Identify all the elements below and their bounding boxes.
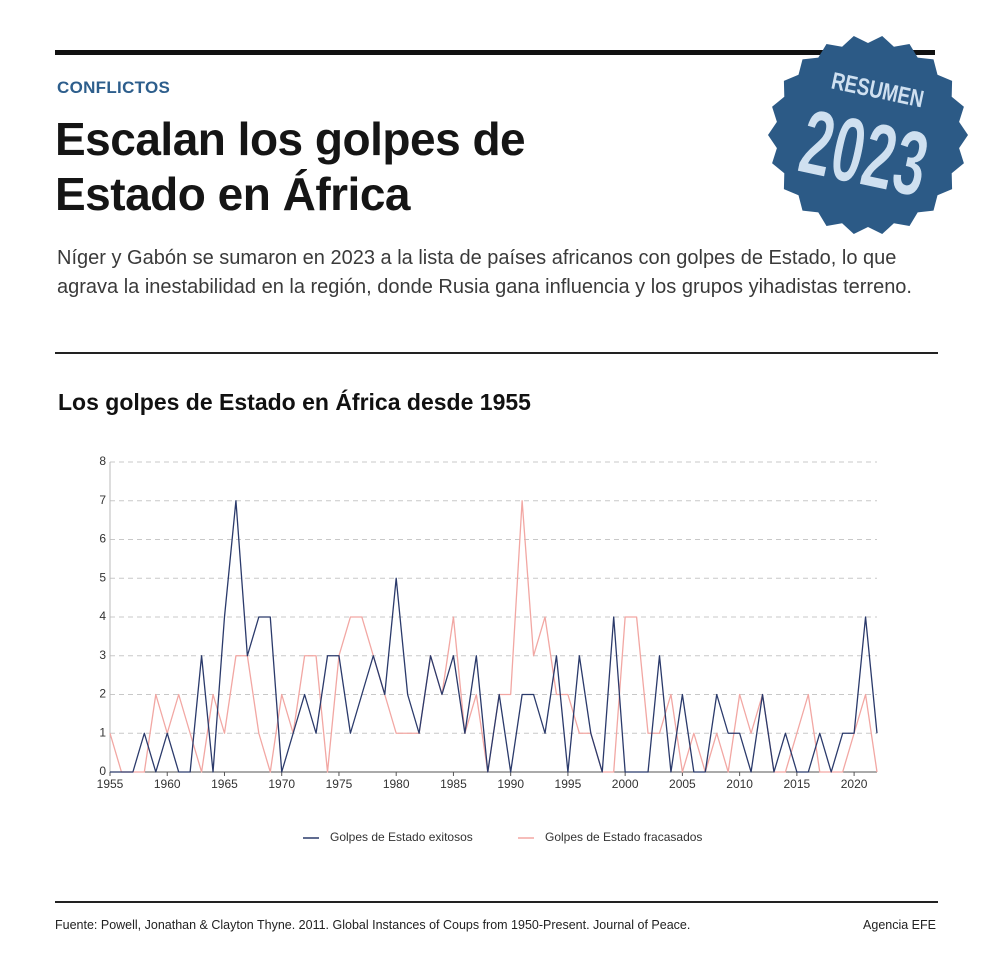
x-tick-label: 1965 — [211, 777, 238, 791]
x-tick-label: 2000 — [612, 777, 639, 791]
badge: RESUMEN 2023 — [768, 36, 968, 234]
legend-label: Golpes de Estado fracasados — [545, 830, 702, 844]
lead: Níger y Gabón se sumaron en 2023 a la li… — [57, 247, 912, 298]
top-rule — [55, 50, 935, 55]
x-tick-label: 1985 — [440, 777, 467, 791]
x-tick-label: 1980 — [383, 777, 410, 791]
y-tick-label: 0 — [99, 764, 106, 778]
legend-label: Golpes de Estado exitosos — [330, 830, 473, 844]
x-tick-label: 1955 — [97, 777, 124, 791]
badge-shape — [768, 36, 968, 234]
kicker: CONFLICTOS — [57, 78, 171, 97]
x-tick-label: 2005 — [669, 777, 696, 791]
x-tick-label: 1975 — [326, 777, 353, 791]
x-tick-label: 1970 — [268, 777, 295, 791]
x-tick-label: 1960 — [154, 777, 181, 791]
y-tick-label: 5 — [99, 570, 106, 584]
x-tick-label: 2015 — [784, 777, 811, 791]
series-line — [110, 500, 878, 773]
x-tick-label: 2010 — [726, 777, 753, 791]
credit: Agencia EFE — [863, 918, 936, 932]
y-tick-label: 1 — [99, 725, 106, 739]
x-tick-label: 1995 — [555, 777, 582, 791]
divider — [55, 352, 938, 354]
y-tick-label: 6 — [99, 532, 106, 546]
x-tick-label: 1990 — [497, 777, 524, 791]
y-tick-label: 4 — [99, 609, 106, 623]
x-tick-label: 2020 — [841, 777, 868, 791]
headline: Escalan los golpes de Estado en África — [55, 113, 526, 220]
chart-title: Los golpes de Estado en África desde 195… — [58, 389, 531, 415]
y-tick-label: 3 — [99, 648, 106, 662]
chart: 0 1 2 3 4 5 6 7 8 1955 1960 1965 1970 1975 1980 1985 199… — [97, 454, 878, 844]
y-tick-label: 8 — [99, 454, 106, 468]
footer-rule — [55, 901, 938, 903]
source: Fuente: Powell, Jonathan & Clayton Thyne… — [55, 918, 691, 932]
y-tick-label: 2 — [99, 687, 106, 701]
y-tick-label: 7 — [99, 493, 106, 507]
